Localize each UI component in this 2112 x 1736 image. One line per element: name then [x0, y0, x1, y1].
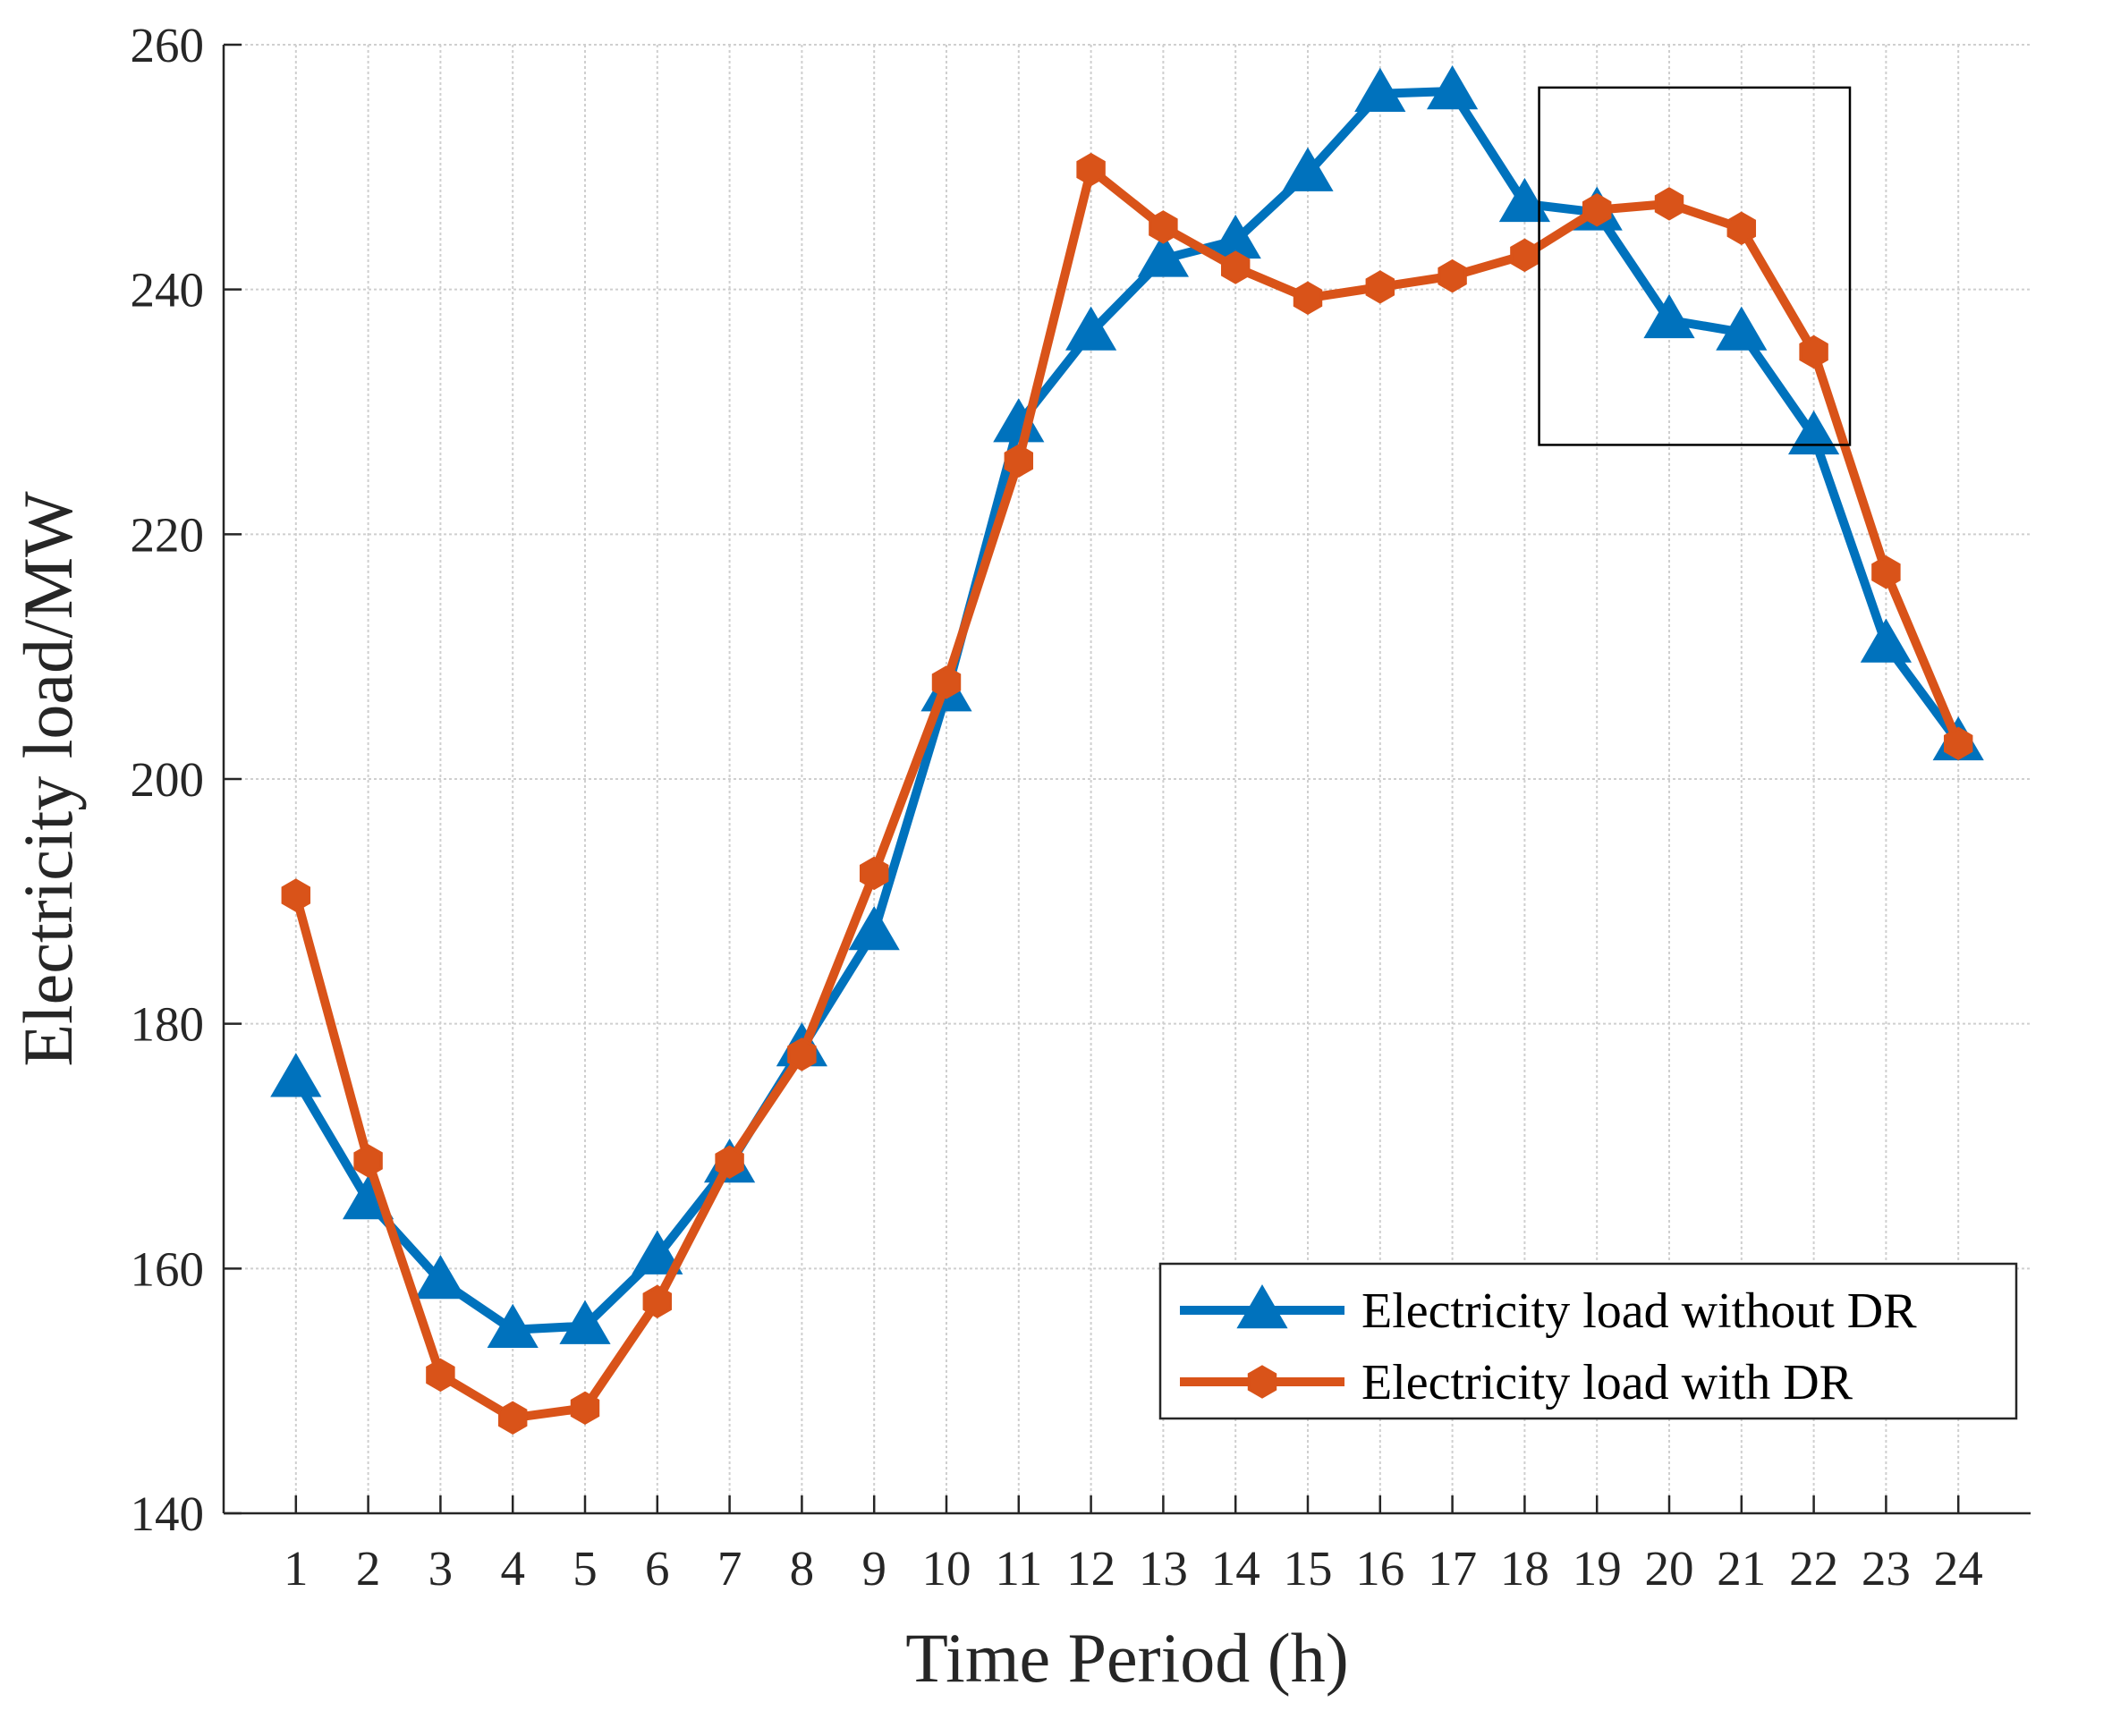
x-tick-label: 3: [428, 1541, 454, 1596]
data-point: [1860, 618, 1913, 663]
y-tick-label: 240: [131, 263, 205, 318]
data-point: [1365, 270, 1395, 304]
x-tick-label: 14: [1211, 1541, 1260, 1596]
x-tick-label: 21: [1717, 1541, 1766, 1596]
series-group: [270, 65, 1984, 1435]
y-tick-label: 220: [131, 507, 205, 562]
data-point: [1137, 233, 1190, 277]
data-point: [642, 1284, 673, 1319]
x-tick-label: 11: [995, 1541, 1042, 1596]
legend-label: Electricity load without DR: [1361, 1283, 1917, 1339]
data-point: [1004, 444, 1034, 478]
data-point: [1716, 306, 1768, 351]
data-point: [1293, 281, 1323, 315]
series-line: [291, 165, 1964, 1423]
data-point: [353, 1144, 383, 1178]
data-point: [1426, 65, 1479, 110]
x-tick-label: 16: [1355, 1541, 1404, 1596]
x-tick-label: 8: [790, 1541, 815, 1596]
legend: Electricity load without DR Electricity l…: [1158, 1262, 2018, 1420]
data-point: [1943, 726, 1973, 761]
y-tick-label: 180: [131, 997, 205, 1052]
data-point: [1787, 410, 1840, 455]
data-point: [848, 906, 900, 951]
data-point: [1354, 67, 1406, 112]
data-point: [1438, 258, 1467, 293]
data-point: [487, 1303, 539, 1348]
x-tick-label: 4: [500, 1541, 525, 1596]
data-point: [426, 1358, 455, 1393]
data-point: [1654, 187, 1684, 221]
x-tick-label: 22: [1789, 1541, 1838, 1596]
y-tick-label: 160: [131, 1241, 205, 1296]
x-tick-label: 23: [1862, 1541, 1911, 1596]
series-line: [291, 86, 1964, 1334]
x-tick-label: 9: [861, 1541, 886, 1596]
x-tick-label: 1: [284, 1541, 309, 1596]
x-tick-label: 7: [717, 1541, 742, 1596]
legend-marker: [1236, 1284, 1288, 1329]
x-tick-label: 17: [1428, 1541, 1477, 1596]
data-point: [1149, 210, 1178, 244]
x-tick-label: 15: [1284, 1541, 1333, 1596]
data-point: [1282, 147, 1334, 191]
x-tick-label: 6: [645, 1541, 670, 1596]
data-point: [1220, 250, 1251, 284]
data-point: [1582, 192, 1612, 227]
series-2: [281, 152, 1973, 1435]
y-tick-label: 260: [131, 18, 205, 72]
y-tick-label: 200: [131, 752, 205, 807]
legend-marker: [1247, 1365, 1277, 1399]
annotations: [1538, 86, 1852, 446]
x-tick-label: 10: [922, 1541, 971, 1596]
legend-item: Electricity load without DR: [1180, 1283, 1917, 1339]
data-point: [1064, 306, 1117, 351]
x-tick-label: 19: [1573, 1541, 1622, 1596]
x-tick-label: 12: [1066, 1541, 1115, 1596]
y-axis-title: Electricity load/MW: [9, 491, 87, 1067]
y-tick-label: 140: [131, 1486, 205, 1541]
data-point: [1510, 238, 1539, 273]
x-tick-label: 2: [356, 1541, 381, 1596]
data-point: [1871, 555, 1901, 589]
x-axis-title: Time Period (h): [905, 1619, 1348, 1697]
data-point: [270, 1053, 322, 1097]
data-point: [859, 856, 889, 891]
series-1: [270, 65, 1984, 1348]
data-point: [1076, 152, 1106, 187]
x-tick-label: 24: [1934, 1541, 1983, 1596]
data-point: [1498, 177, 1551, 223]
data-point: [414, 1255, 467, 1300]
legend-item: Electricity load with DR: [1180, 1355, 1853, 1410]
data-point: [787, 1037, 817, 1071]
data-point: [497, 1401, 528, 1435]
data-point: [570, 1391, 600, 1426]
data-point: [715, 1145, 744, 1180]
data-point: [559, 1300, 611, 1344]
legend-label: Electricity load with DR: [1361, 1355, 1853, 1410]
x-tick-label: 20: [1645, 1541, 1694, 1596]
highlight-box: [1538, 86, 1852, 446]
data-point: [281, 878, 311, 912]
legend-box: [1158, 1262, 2018, 1420]
data-point: [1643, 293, 1695, 339]
data-point: [1726, 211, 1757, 245]
x-tick-label: 18: [1500, 1541, 1549, 1596]
x-tick-label: 5: [573, 1541, 598, 1596]
data-point: [1799, 334, 1828, 369]
data-point: [931, 665, 962, 699]
x-tick-label: 13: [1139, 1541, 1188, 1596]
data-point: [632, 1230, 683, 1274]
